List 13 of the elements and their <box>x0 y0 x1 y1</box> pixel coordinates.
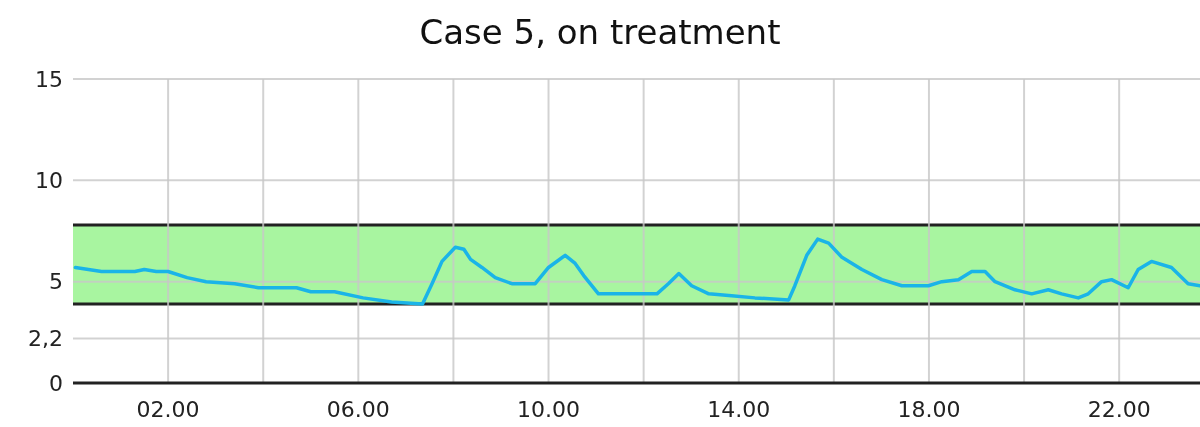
x-tick-label: 14.00 <box>707 397 771 422</box>
y-tick-label: 2,2 <box>28 326 63 352</box>
y-tick-label: 5 <box>49 269 63 295</box>
y-tick-label: 15 <box>35 66 63 92</box>
y-tick-label: 0 <box>49 370 63 396</box>
x-tick-label: 06.00 <box>326 397 390 422</box>
x-tick-label: 22.00 <box>1087 397 1151 422</box>
chart-title: Case 5, on treatment <box>419 12 781 52</box>
x-tick-label: 18.00 <box>897 397 961 422</box>
line-series <box>73 237 1200 306</box>
y-tick-label: 10 <box>35 168 63 194</box>
x-tick-label: 02.00 <box>136 397 200 422</box>
x-tick-label: 10.00 <box>517 397 581 422</box>
